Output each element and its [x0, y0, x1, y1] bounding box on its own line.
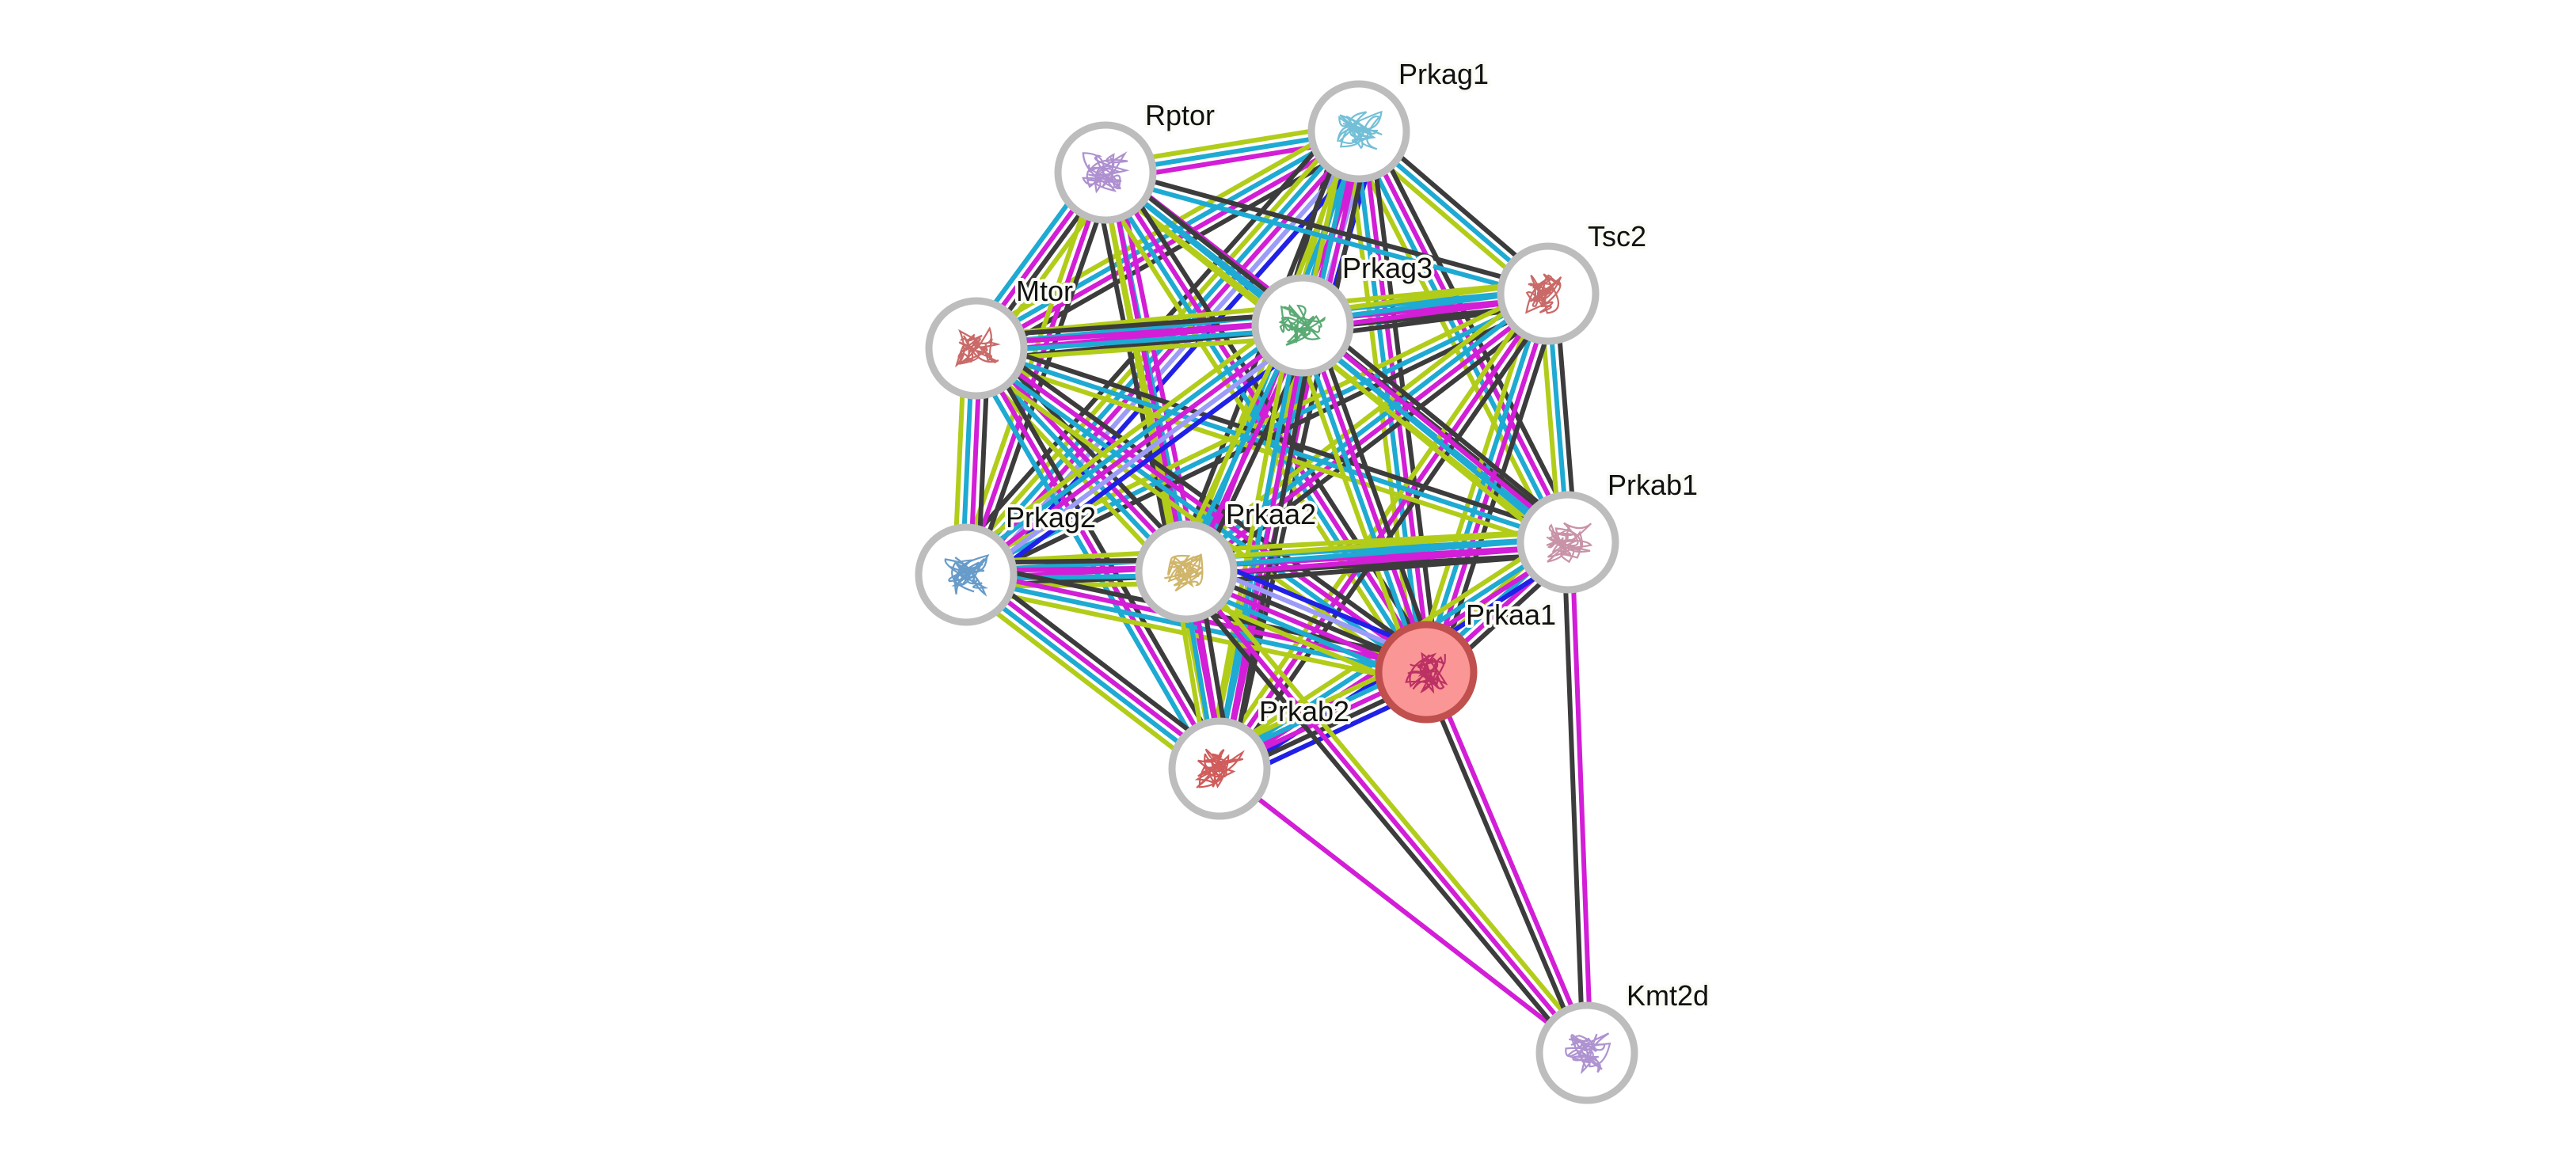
- edge-kmt2d-prkaa2[interactable]: [1178, 564, 1595, 1060]
- edge-line-textmining: [955, 310, 1295, 564]
- protein-structure-icon: [954, 326, 1001, 368]
- edge-line-textmining: [961, 284, 1546, 570]
- edge-line-experiments: [967, 569, 1223, 768]
- edge-line-homology: [969, 329, 1309, 583]
- edge-kmt2d-prkab2[interactable]: [1218, 766, 1589, 1055]
- edge-line-databases: [1182, 288, 1547, 571]
- node-label: Prkaa2: [1226, 498, 1316, 530]
- edge-line-experiments: [1569, 541, 1593, 1053]
- node-label: Rptor: [1145, 99, 1215, 131]
- edge-line-textmining: [1293, 332, 1562, 553]
- edge-line-experiments: [1218, 766, 1589, 1055]
- edges-layer: [949, 116, 1595, 1060]
- node-prkag1[interactable]: Prkag1: [1307, 55, 1492, 183]
- node-label: Prkag2: [1006, 501, 1096, 534]
- node-label: Prkab2: [1259, 695, 1349, 728]
- edge-line-experiments: [965, 323, 1304, 577]
- edge-line-databases: [1298, 326, 1567, 548]
- edge-line-databases: [960, 317, 1299, 571]
- node-label: Mtor: [1016, 275, 1073, 307]
- node-circle: [1054, 121, 1157, 224]
- node-prkab1[interactable]: Prkab1: [1516, 465, 1701, 594]
- edge-line-databases: [1103, 173, 1548, 300]
- edge-line-experiments: [1186, 543, 1569, 578]
- protein-structure-icon: [1525, 273, 1562, 314]
- edge-line-databases: [973, 126, 1359, 348]
- node-kmt2d[interactable]: Kmt2d: [1535, 976, 1712, 1104]
- edge-line-coexpression: [975, 311, 1303, 340]
- edge-prkab1-prkaa2[interactable]: [1185, 528, 1570, 586]
- edge-line-textmining: [972, 353, 1566, 553]
- node-prkab2[interactable]: Prkab2: [1168, 692, 1353, 820]
- protein-structure-icon: [1565, 1032, 1611, 1074]
- node-circle: [1135, 520, 1238, 623]
- edge-line-databases: [1185, 536, 1568, 571]
- edge-line-databases: [961, 127, 1358, 574]
- edge-line-textmining: [1289, 329, 1417, 678]
- edge-line-textmining: [968, 355, 1421, 684]
- edge-line-coexpression: [1420, 672, 1586, 1056]
- node-label: Prkab1: [1608, 469, 1698, 501]
- node-tsc2[interactable]: Tsc2: [1497, 217, 1649, 345]
- node-label: Prkaa1: [1466, 598, 1556, 631]
- edge-line-cooccurrence: [974, 336, 1314, 590]
- edge-line-textmining: [1185, 528, 1568, 563]
- edge-line-coexpression: [1562, 542, 1586, 1054]
- edge-line-coexpression: [1311, 320, 1440, 669]
- node-prkaa2[interactable]: Prkaa2: [1135, 495, 1319, 623]
- edge-mtor-prkab1[interactable]: [972, 338, 1572, 553]
- edge-line-experiments: [1303, 320, 1573, 541]
- node-label: Tsc2: [1588, 220, 1646, 253]
- edge-kmt2d-prkaa1[interactable]: [1420, 669, 1593, 1056]
- edge-line-coexpression: [972, 563, 1228, 762]
- edge-prkag3-prkab1[interactable]: [1293, 314, 1577, 553]
- node-prkag2[interactable]: Prkag2: [915, 498, 1099, 626]
- edge-line-experiments: [1184, 570, 1589, 1054]
- edge-line-coexpression: [1308, 314, 1577, 535]
- protein-structure-icon: [1405, 652, 1448, 694]
- edge-rptor-tsc2[interactable]: [1103, 166, 1551, 300]
- edge-prkag3-prkag2[interactable]: [955, 310, 1314, 590]
- node-prkaa1[interactable]: Prkaa1: [1375, 595, 1559, 724]
- edge-line-textmining: [1190, 564, 1595, 1050]
- edge-prkag2-prkab2[interactable]: [957, 563, 1228, 781]
- protein-structure-icon: [1194, 748, 1245, 788]
- protein-structure-icon: [944, 554, 990, 597]
- edge-line-databases: [976, 326, 1303, 355]
- edge-line-experiments: [1427, 669, 1593, 1053]
- edge-line-textmining: [1178, 282, 1543, 564]
- edge-line-databases: [962, 576, 1219, 774]
- protein-structure-icon: [1082, 151, 1130, 194]
- protein-structure-icon: [1164, 553, 1204, 592]
- nodes-layer: Prkag1 Rptor Tsc2 Mtor Prkag3 Prkab1 Prkag2 Prk…: [915, 55, 1712, 1104]
- edge-line-coexpression: [1091, 174, 1178, 575]
- edge-line-experiments: [976, 319, 1303, 348]
- edge-line-textmining: [1205, 322, 1294, 767]
- edge-line-coexpression: [1435, 296, 1562, 677]
- protein-structure-icon: [1337, 110, 1383, 150]
- node-prkag3[interactable]: Prkag3: [1251, 249, 1436, 377]
- protein-structure-icon: [1546, 522, 1593, 564]
- node-label: Kmt2d: [1627, 979, 1709, 1012]
- edge-line-databases: [976, 346, 1569, 545]
- edge-line-coexpression: [1105, 166, 1551, 293]
- edge-line-databases: [1296, 325, 1425, 674]
- edge-kmt2d-prkab1[interactable]: [1562, 541, 1593, 1054]
- edge-prkag3-prkaa1[interactable]: [1289, 320, 1440, 678]
- edge-line-experiments: [1360, 131, 1433, 672]
- edge-line-coexpression: [1178, 575, 1583, 1060]
- node-label: Prkag3: [1342, 252, 1433, 284]
- node-label: Prkag1: [1398, 58, 1489, 90]
- node-rptor[interactable]: Rptor: [1054, 96, 1218, 224]
- edge-line-coexpression: [978, 338, 1572, 538]
- edge-line-experiments: [1303, 323, 1433, 672]
- protein-structure-icon: [1278, 304, 1326, 346]
- node-mtor[interactable]: Mtor: [925, 272, 1076, 400]
- edge-line-coexpression: [1228, 327, 1317, 772]
- edge-line-experiments: [974, 347, 1222, 770]
- edge-line-textmining: [957, 582, 1214, 781]
